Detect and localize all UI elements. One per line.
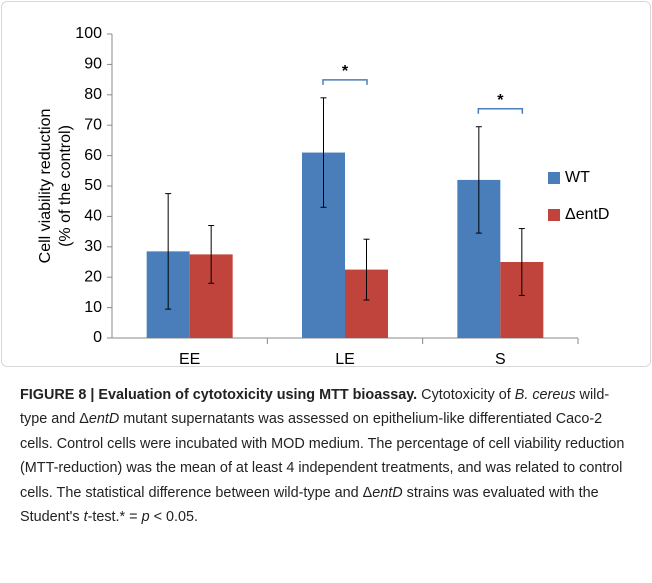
y-axis-label: Cell viability reduction [37, 109, 54, 264]
y-tick-label: 10 [84, 299, 102, 316]
y-tick-label: 30 [84, 238, 102, 255]
y-tick-label: 0 [93, 329, 102, 346]
y-tick-label: 60 [84, 147, 102, 164]
legend-label: WT [565, 169, 590, 186]
caption-text: p [141, 509, 150, 526]
caption-label: FIGURE 8 | Evaluation of cytotoxicity us… [20, 387, 418, 403]
caption-text: mutant supernatants was assessed on epit… [20, 411, 625, 501]
caption-text: entD [372, 484, 403, 501]
significance-label: * [342, 63, 349, 80]
significance-bracket [477, 107, 524, 114]
significance-label: * [497, 92, 504, 109]
y-tick-label: 80 [84, 86, 102, 103]
caption-text: -test.* = [87, 509, 142, 526]
legend-label: ΔentD [565, 206, 609, 223]
chart: Cell viability reduction (% of the contro… [37, 25, 609, 368]
caption-text: wild-type and Δ [20, 387, 610, 428]
caption: FIGURE 8 | Evaluation of cytotoxicity us… [20, 383, 636, 529]
y-tick-label: 20 [84, 268, 102, 285]
y-tick-label: 90 [84, 56, 102, 73]
x-tick-label: LE [335, 351, 355, 368]
significance-bracket [322, 79, 368, 85]
y-tick-label: 40 [84, 208, 102, 225]
caption-text: t [83, 509, 88, 526]
caption-text: Cytotoxicity of [417, 387, 515, 403]
x-tick-label: S [495, 351, 506, 368]
y-tick-label: 50 [84, 177, 102, 194]
y-tick-label: 70 [84, 116, 102, 133]
caption-text: B. cereus [514, 387, 576, 403]
caption-text: entD [88, 411, 120, 428]
legend-swatch [548, 209, 560, 221]
y-tick-label: 100 [75, 25, 102, 42]
caption-text: < 0.05. [149, 509, 198, 526]
caption-text: strains was evaluated with the Student's [20, 484, 599, 526]
figure-frame [1, 1, 651, 367]
legend-swatch [548, 172, 560, 184]
x-tick-label: EE [179, 351, 200, 368]
y-axis-label: (% of the control) [57, 125, 74, 247]
